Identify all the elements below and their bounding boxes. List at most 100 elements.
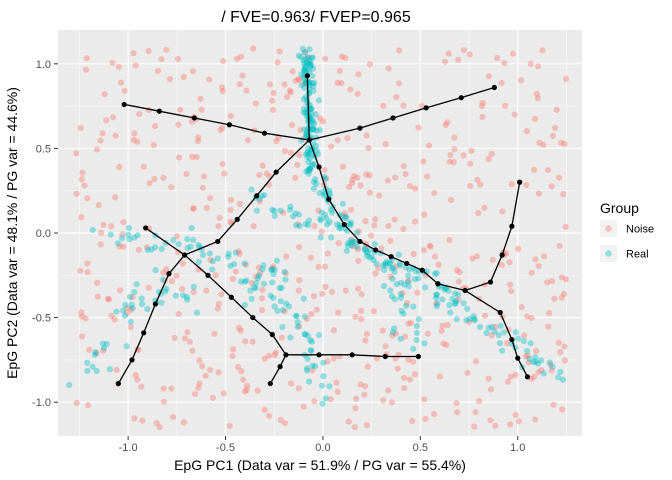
noise-point: [209, 394, 216, 401]
real-point: [304, 153, 311, 160]
real-point: [415, 275, 422, 282]
noise-point: [334, 79, 341, 86]
real-point: [329, 209, 336, 216]
graph-edge: [168, 254, 186, 275]
real-point: [433, 270, 440, 277]
noise-point: [94, 293, 101, 300]
noise-point: [158, 56, 165, 63]
real-point: [388, 293, 396, 300]
noise-point: [227, 218, 234, 225]
noise-point: [517, 77, 525, 84]
graph-edge: [437, 283, 466, 292]
graph-node: [267, 380, 273, 387]
noise-point: [232, 268, 239, 275]
real-point: [395, 251, 402, 258]
legend-real-dot: [605, 250, 612, 257]
x-tick-label: 0.5: [413, 442, 428, 454]
noise-point: [342, 213, 349, 220]
real-point: [412, 267, 419, 275]
real-point: [308, 125, 315, 132]
real-point: [303, 365, 311, 372]
noise-point: [411, 371, 419, 378]
real-point: [271, 212, 278, 219]
graph-node: [205, 272, 211, 278]
noise-point: [194, 137, 202, 145]
graph-edge: [328, 198, 345, 225]
noise-point: [511, 111, 518, 118]
noise-point: [393, 93, 400, 101]
noise-point: [207, 366, 214, 374]
noise-point: [79, 169, 86, 176]
graph-node: [261, 130, 268, 136]
noise-point: [357, 182, 364, 189]
real-point: [259, 266, 266, 273]
noise-point: [551, 295, 558, 302]
real-point: [310, 120, 318, 127]
noise-point: [446, 158, 453, 165]
noise-point: [154, 67, 161, 75]
noise-point: [422, 271, 429, 279]
noise-point: [229, 353, 236, 360]
real-point: [302, 109, 309, 116]
noise-point: [230, 346, 237, 353]
noise-point: [479, 99, 486, 107]
noise-point: [421, 396, 428, 403]
noise-point: [324, 250, 331, 257]
real-point: [158, 299, 165, 306]
noise-point: [358, 316, 365, 323]
noise-point: [342, 54, 349, 61]
noise-point: [549, 132, 557, 139]
real-point: [309, 119, 317, 126]
noise-point: [330, 355, 337, 362]
noise-point: [145, 47, 152, 55]
real-point: [442, 285, 449, 292]
noise-point: [447, 196, 455, 204]
real-point: [391, 325, 398, 332]
noise-point: [401, 384, 408, 392]
noise-point: [330, 327, 338, 334]
noise-point: [380, 102, 387, 109]
real-point: [323, 221, 331, 228]
real-point: [431, 270, 439, 277]
graph-edge: [359, 117, 394, 129]
noise-point: [82, 66, 90, 73]
noise-point: [366, 172, 373, 179]
graph-edge: [499, 312, 513, 340]
real-point: [138, 300, 146, 308]
real-point: [305, 217, 313, 224]
noise-point: [258, 307, 266, 314]
noise-point: [485, 73, 493, 80]
noise-point: [134, 376, 141, 383]
noise-point: [196, 380, 203, 387]
noise-point: [189, 347, 196, 354]
real-point: [307, 337, 314, 344]
noise-point: [351, 423, 358, 431]
noise-point: [324, 358, 331, 365]
noise-point: [445, 50, 452, 57]
noise-point: [502, 102, 509, 109]
noise-point: [265, 412, 273, 419]
real-point: [309, 162, 316, 169]
noise-point: [281, 81, 288, 88]
real-point: [123, 343, 130, 350]
real-point: [308, 110, 315, 118]
real-point: [388, 265, 395, 272]
noise-point: [217, 126, 224, 134]
graph-node: [152, 301, 158, 307]
noise-point: [200, 173, 208, 180]
real-point: [309, 72, 316, 79]
real-point: [183, 293, 190, 301]
graph-node: [234, 216, 240, 223]
noise-point: [406, 376, 414, 383]
noise-point: [498, 261, 505, 269]
noise-point: [392, 174, 399, 181]
graph-node: [415, 353, 421, 360]
noise-point: [472, 409, 479, 416]
graph-node: [509, 223, 515, 229]
graph-edge: [343, 224, 361, 242]
noise-point: [84, 402, 92, 409]
real-point: [285, 303, 293, 310]
real-point: [241, 278, 249, 285]
noise-point: [186, 338, 193, 346]
real-point: [344, 242, 351, 249]
